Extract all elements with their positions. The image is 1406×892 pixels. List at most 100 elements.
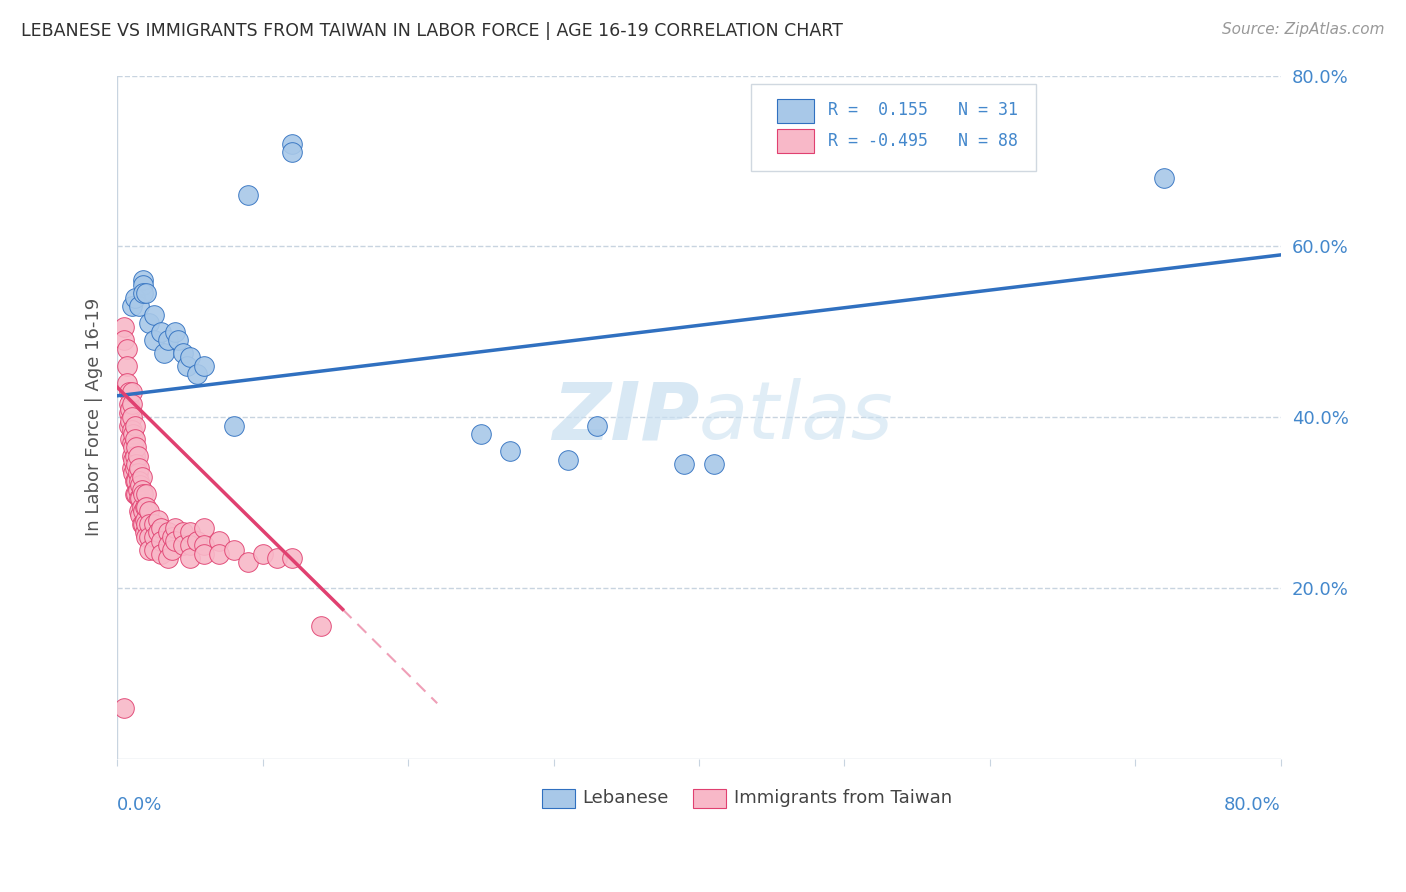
Point [280, 136, 302, 151]
Point [1153, 171, 1175, 186]
Point [172, 525, 194, 540]
Point [193, 521, 215, 535]
Point [208, 547, 231, 561]
Point [120, 432, 142, 446]
Point [131, 500, 153, 514]
Point [179, 525, 201, 540]
Point [186, 368, 208, 382]
Point [236, 555, 259, 569]
Point [208, 533, 231, 548]
Point [135, 516, 157, 531]
Point [146, 513, 169, 527]
Point [118, 397, 141, 411]
Point [149, 533, 172, 548]
Point [121, 461, 143, 475]
Point [132, 277, 155, 292]
Point [124, 418, 146, 433]
Point [128, 491, 150, 506]
Point [117, 342, 139, 356]
Point [129, 508, 152, 523]
Point [165, 521, 187, 535]
Point [165, 533, 187, 548]
Point [131, 516, 153, 531]
Point [118, 418, 141, 433]
Text: LEBANESE VS IMMIGRANTS FROM TAIWAN IN LABOR FORCE | AGE 16-19 CORRELATION CHART: LEBANESE VS IMMIGRANTS FROM TAIWAN IN LA… [21, 22, 844, 40]
Point [138, 316, 160, 330]
Point [120, 414, 142, 428]
Point [157, 333, 180, 347]
Text: ZIP: ZIP [551, 378, 699, 456]
Point [120, 401, 142, 416]
Point [121, 410, 143, 425]
Point [129, 478, 152, 492]
Point [121, 423, 143, 437]
Point [132, 273, 155, 287]
Point [186, 533, 208, 548]
Text: atlas: atlas [699, 378, 894, 456]
Point [146, 525, 169, 540]
Point [134, 525, 156, 540]
Point [121, 397, 143, 411]
Point [703, 457, 725, 471]
Bar [541, 789, 575, 808]
Point [499, 444, 522, 458]
Point [127, 466, 149, 480]
Point [131, 483, 153, 497]
Point [124, 291, 146, 305]
Point [117, 376, 139, 390]
Point [149, 547, 172, 561]
Point [122, 466, 145, 480]
Text: 80.0%: 80.0% [1225, 797, 1281, 814]
Point [114, 333, 136, 347]
Point [121, 435, 143, 450]
Point [138, 516, 160, 531]
Point [176, 359, 198, 373]
Point [222, 418, 245, 433]
Point [129, 491, 152, 506]
Point [152, 346, 174, 360]
Point [673, 457, 696, 471]
Point [149, 521, 172, 535]
Point [122, 427, 145, 442]
Point [280, 145, 302, 160]
Text: Immigrants from Taiwan: Immigrants from Taiwan [734, 789, 952, 807]
Point [118, 406, 141, 420]
Point [167, 333, 190, 347]
Y-axis label: In Labor Force | Age 16-19: In Labor Force | Age 16-19 [86, 298, 103, 536]
Point [138, 542, 160, 557]
Point [138, 530, 160, 544]
Point [236, 188, 259, 202]
Point [266, 551, 288, 566]
Point [193, 359, 215, 373]
Point [135, 500, 157, 514]
Point [125, 474, 148, 488]
Point [128, 474, 150, 488]
Point [557, 453, 579, 467]
Point [470, 427, 492, 442]
Point [132, 516, 155, 531]
Bar [778, 128, 814, 153]
Point [131, 470, 153, 484]
Point [124, 461, 146, 475]
Point [149, 325, 172, 339]
Point [165, 325, 187, 339]
Point [157, 525, 180, 540]
Point [124, 487, 146, 501]
Point [127, 483, 149, 497]
Point [142, 333, 165, 347]
Point [134, 513, 156, 527]
Point [135, 530, 157, 544]
Point [128, 504, 150, 518]
Point [122, 440, 145, 454]
Point [179, 351, 201, 365]
Point [142, 516, 165, 531]
Point [172, 538, 194, 552]
Point [142, 530, 165, 544]
Point [138, 504, 160, 518]
Point [252, 547, 274, 561]
Point [117, 359, 139, 373]
Point [121, 299, 143, 313]
Point [118, 384, 141, 399]
Point [179, 551, 201, 566]
Point [128, 461, 150, 475]
